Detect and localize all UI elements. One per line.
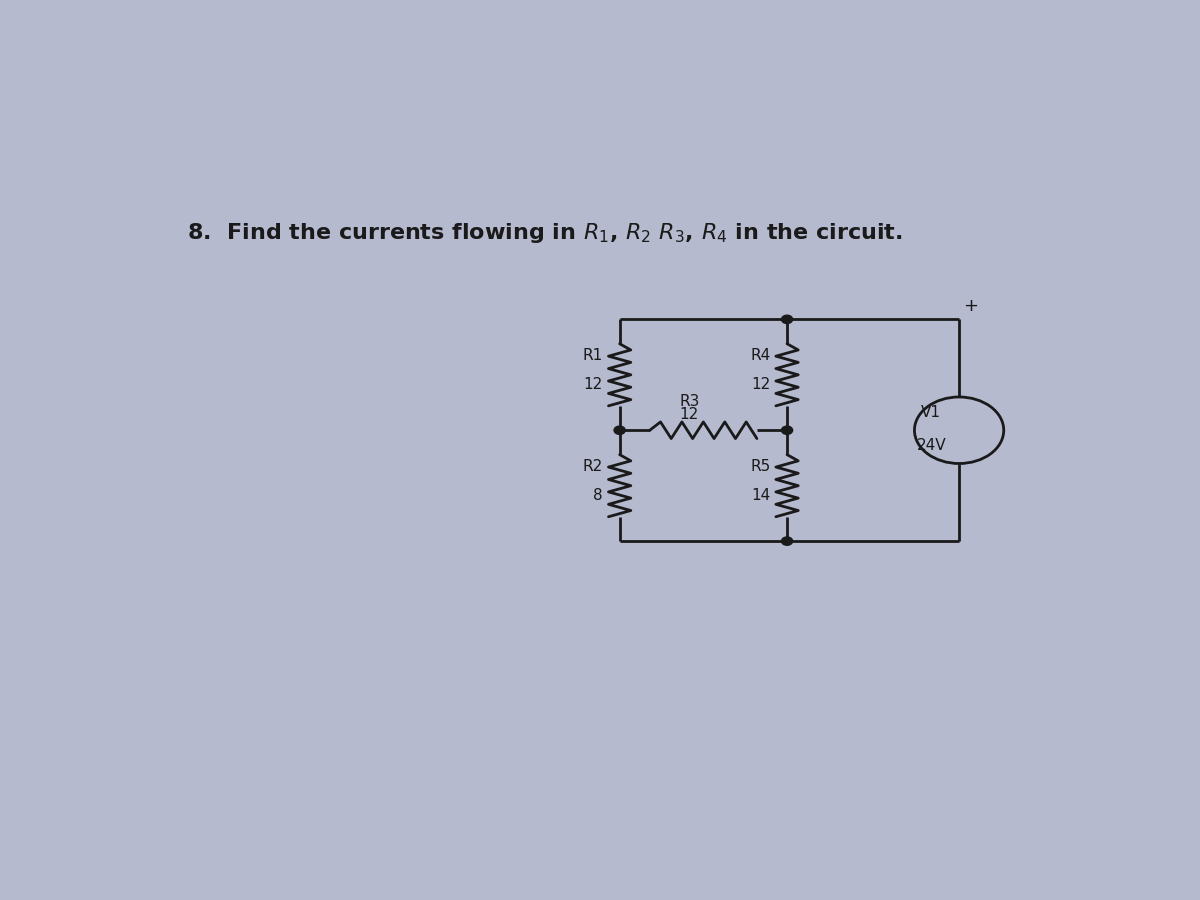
Text: R2: R2 — [583, 459, 602, 473]
Circle shape — [781, 426, 793, 435]
Text: R4: R4 — [750, 348, 770, 363]
Text: V1: V1 — [922, 405, 941, 420]
Circle shape — [781, 537, 793, 545]
Text: R1: R1 — [583, 348, 602, 363]
Text: 8.  Find the currents flowing in $R_1$, $R_2$ $R_3$, $R_4$ in the circuit.: 8. Find the currents flowing in $R_1$, $… — [187, 220, 902, 245]
Circle shape — [781, 315, 793, 323]
Text: R3: R3 — [679, 393, 700, 409]
Text: 24V: 24V — [917, 438, 946, 453]
Text: 8: 8 — [593, 488, 602, 503]
Text: 12: 12 — [751, 377, 770, 392]
Text: R5: R5 — [750, 459, 770, 473]
Text: +: + — [962, 296, 978, 314]
Text: 14: 14 — [751, 488, 770, 503]
Text: 12: 12 — [679, 408, 700, 422]
Text: 12: 12 — [583, 377, 602, 392]
Circle shape — [614, 426, 625, 435]
